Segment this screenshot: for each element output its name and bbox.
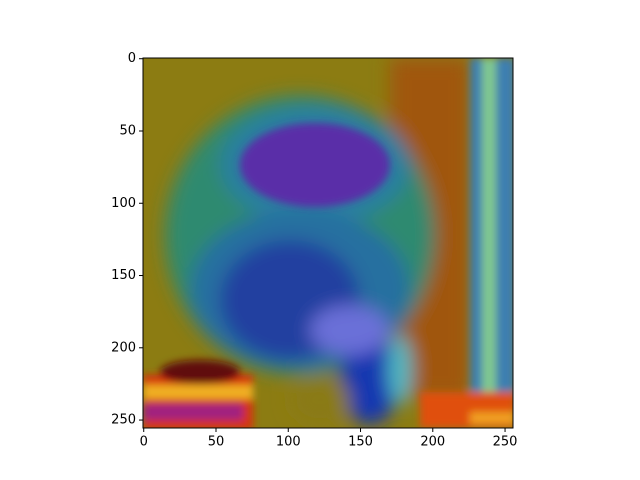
x-tick-label: 150 <box>348 435 373 450</box>
x-tick-label: 200 <box>420 435 445 450</box>
y-tick-label: 0 <box>128 51 136 66</box>
plot-frame <box>142 57 514 429</box>
x-tick-label: 0 <box>140 435 148 450</box>
x-tick-label: 100 <box>276 435 301 450</box>
y-tick-label: 50 <box>119 123 136 138</box>
y-tick-label: 250 <box>111 413 136 428</box>
y-tick-label: 200 <box>111 340 136 355</box>
y-tick-label: 150 <box>111 268 136 283</box>
heatmap-image <box>143 58 513 428</box>
x-tick-label: 250 <box>493 435 518 450</box>
y-tick-label: 100 <box>111 196 136 211</box>
x-tick-label: 50 <box>208 435 225 450</box>
